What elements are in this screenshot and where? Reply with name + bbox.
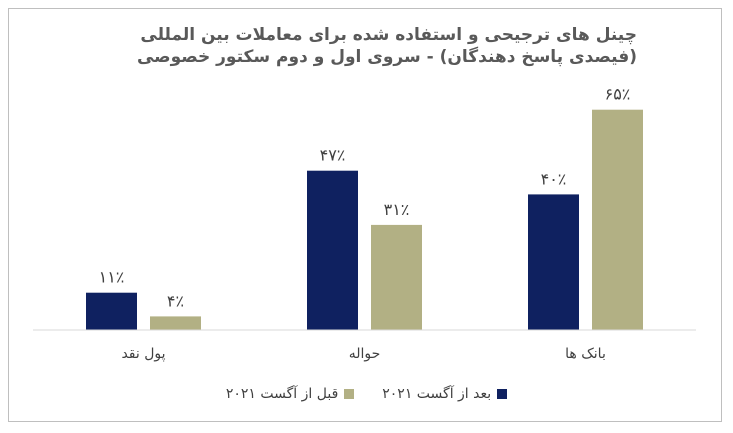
legend-swatch-before bbox=[344, 389, 355, 399]
bar-before-0 bbox=[592, 109, 643, 330]
x-tick-label-0: بانک ها bbox=[565, 346, 606, 362]
legend-swatch-after bbox=[497, 389, 508, 399]
data-label-before-1: ۳۱٪ bbox=[384, 200, 410, 219]
data-label-after-2: ۱۱٪ bbox=[99, 268, 125, 287]
legend-label-before: قبل از آگست ۲۰۲۱ bbox=[225, 386, 339, 402]
x-tick-label-2: پول نقد bbox=[121, 346, 165, 362]
bar-after-1 bbox=[307, 170, 358, 330]
bar-before-2 bbox=[150, 316, 201, 330]
data-label-before-0: ۶۵٪ bbox=[605, 85, 631, 104]
data-label-after-1: ۴۷٪ bbox=[320, 146, 346, 165]
data-label-before-2: ۴٪ bbox=[167, 291, 184, 310]
data-label-after-0: ۴۰٪ bbox=[541, 169, 567, 188]
legend-item-before: قبل از آگست ۲۰۲۱ bbox=[225, 386, 355, 402]
legend-label-after: بعد از آگست ۲۰۲۱ bbox=[382, 386, 492, 402]
bar-before-1 bbox=[371, 224, 422, 330]
bar-after-2 bbox=[86, 292, 137, 330]
chart-title: چینل های ترجیحی و استفاده شده برای معامل… bbox=[136, 25, 637, 67]
x-tick-label-1: حواله bbox=[349, 346, 381, 362]
legend: بعد از آگست ۲۰۲۱ قبل از آگست ۲۰۲۱ bbox=[0, 386, 733, 402]
legend-item-after: بعد از آگست ۲۰۲۱ bbox=[382, 386, 508, 402]
bar-after-0 bbox=[528, 194, 579, 330]
